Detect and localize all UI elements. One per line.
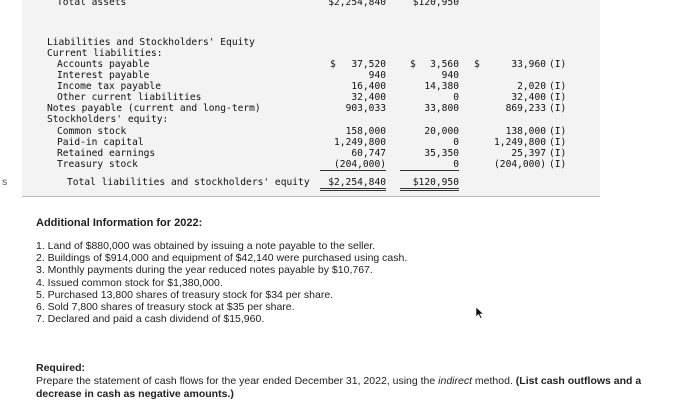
row-label: Notes payable (current and long-term) [47, 103, 261, 114]
list-item: 6. Sold 7,800 shares of treasury stock a… [36, 301, 295, 313]
cell: 903,033 [345, 103, 386, 114]
row-label: Retained earnings [57, 148, 156, 159]
cell: (204,000) [494, 159, 546, 170]
required-text: Prepare the statement of cash flows for … [36, 375, 439, 387]
cursor [475, 306, 485, 319]
cell: 0 [453, 92, 459, 103]
required-bold: decrease in cash as negative amounts.) [36, 388, 234, 400]
row-label: Total assets [57, 0, 127, 8]
cell: (I) [549, 137, 567, 148]
cell: $2,254,840 [320, 177, 386, 191]
cell: 138,000 [505, 126, 546, 137]
cell: 869,233 [505, 103, 546, 114]
row-label: Stockholders' equity: [47, 114, 169, 125]
cell: 35,350 [424, 148, 459, 159]
row-label: Other current liabilities [57, 92, 202, 103]
cell: 25,397 [511, 148, 546, 159]
list-item: 4. Issued common stock for $1,380,000. [36, 276, 223, 289]
cell: 14,380 [424, 81, 459, 92]
list-item: 1. Land of $880,000 was obtained by issu… [36, 240, 376, 252]
cell: 1,249,800 [334, 137, 386, 148]
cell: $120,950 [400, 177, 459, 191]
row-label: Interest payable [57, 70, 150, 81]
cell: 940 [441, 70, 459, 81]
cell: $ [474, 59, 480, 70]
row-label: Liabilities and Stockholders' Equity [47, 37, 255, 48]
cell: (204,000) [320, 159, 386, 171]
cell: (I) [549, 148, 567, 159]
cell: 33,800 [424, 103, 459, 114]
cell: (I) [549, 59, 567, 70]
list-item: 5. Purchased 13,800 shares of treasury s… [36, 288, 334, 301]
list-item: 3. Monthly payments during the year redu… [36, 264, 373, 277]
row-label: Paid-in capital [57, 137, 144, 148]
row-label: Current liabilities: [47, 48, 163, 59]
cell: 158,000 [345, 126, 386, 137]
required-text: method. [472, 375, 516, 387]
cell: $120,950 [412, 0, 459, 8]
cell: (I) [549, 159, 567, 170]
cell: 32,400 [511, 92, 546, 103]
cell: 37,520 [351, 59, 386, 70]
cell: (I) [549, 81, 567, 92]
cell: (I) [549, 92, 567, 103]
required-bold: (List cash outflows and a [515, 375, 642, 387]
row-label: Treasury stock [57, 159, 138, 170]
cell: 20,000 [424, 126, 459, 137]
cell: (I) [549, 126, 567, 137]
cell: $ [410, 59, 416, 70]
cell: 33,960 [511, 59, 546, 70]
cell: 3,560 [430, 59, 459, 70]
balance-table-area [22, 0, 600, 197]
cell: 16,400 [351, 81, 386, 92]
cell: $2,254,840 [328, 0, 386, 8]
list-item: 2. Buildings of $914,000 and equipment o… [36, 252, 408, 265]
edge-fragment: s [2, 176, 8, 188]
cell: 32,400 [351, 92, 386, 103]
required-title: Required: [36, 362, 86, 374]
cell: 60,747 [351, 148, 386, 159]
row-label: Common stock [57, 126, 127, 137]
row-label: Total liabilities and stockholders' equi… [67, 177, 310, 188]
cell: 0 [453, 137, 459, 148]
cell: 2,020 [517, 81, 546, 92]
row-label: Income tax payable [57, 81, 161, 92]
cell: 0 [400, 159, 459, 171]
additional-title: Additional Information for 2022: [36, 217, 203, 229]
list-item: 7. Declared and paid a cash dividend of … [36, 313, 265, 326]
required-line: Prepare the statement of cash flows for … [36, 375, 641, 387]
row-label: Accounts payable [57, 59, 150, 70]
cell: 1,249,800 [494, 137, 546, 148]
cell: 940 [368, 70, 386, 81]
cell: $ [330, 59, 336, 70]
required-italic: indirect [438, 375, 473, 387]
cell: (I) [549, 103, 567, 114]
